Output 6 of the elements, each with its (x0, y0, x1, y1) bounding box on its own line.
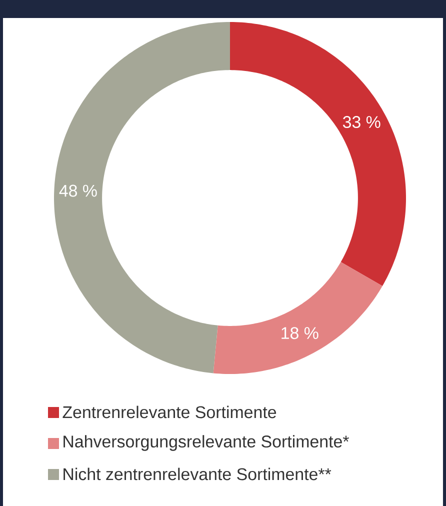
legend-label: Zentrenrelevante Sortimente (62, 406, 276, 418)
data-label: 48 % (59, 184, 97, 197)
legend-label: Nahversorgungsrelevante Sortimente* (64, 435, 350, 451)
data-label: 18 % (282, 327, 318, 340)
data-label: 33 % (342, 116, 380, 128)
legend-label: Nicht zentrenrelevante Sortimente** (64, 468, 332, 480)
